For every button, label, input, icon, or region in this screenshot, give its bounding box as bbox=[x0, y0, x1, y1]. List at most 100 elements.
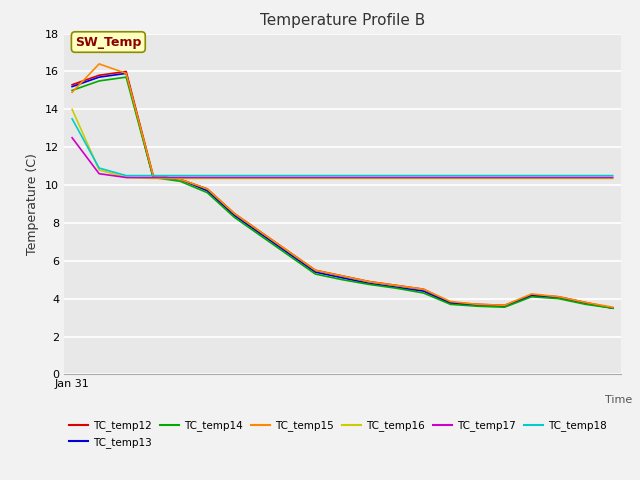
TC_temp12 bbox=[474, 301, 481, 307]
Line: TC_temp14: TC_temp14 bbox=[72, 77, 612, 308]
TC_temp14 bbox=[177, 179, 184, 184]
Legend: TC_temp12, TC_temp13, TC_temp14, TC_temp15, TC_temp16, TC_temp17, TC_temp18: TC_temp12, TC_temp13, TC_temp14, TC_temp… bbox=[69, 420, 607, 447]
TC_temp15 bbox=[582, 300, 589, 305]
TC_temp14 bbox=[528, 294, 536, 300]
TC_temp15 bbox=[365, 279, 373, 285]
TC_temp13 bbox=[555, 295, 563, 300]
TC_temp15 bbox=[285, 249, 292, 254]
TC_temp14 bbox=[500, 304, 508, 310]
TC_temp12 bbox=[285, 249, 292, 254]
TC_temp14 bbox=[149, 175, 157, 180]
TC_temp18 bbox=[285, 173, 292, 179]
TC_temp15 bbox=[230, 211, 238, 216]
TC_temp13 bbox=[365, 281, 373, 287]
TC_temp17 bbox=[339, 175, 346, 180]
TC_temp12 bbox=[95, 72, 103, 78]
TC_temp17 bbox=[149, 175, 157, 180]
TC_temp12 bbox=[122, 69, 130, 74]
TC_temp15 bbox=[500, 302, 508, 308]
TC_temp18 bbox=[149, 173, 157, 179]
TC_temp16 bbox=[392, 176, 400, 181]
TC_temp13 bbox=[447, 300, 454, 306]
TC_temp15 bbox=[204, 186, 211, 192]
Line: TC_temp13: TC_temp13 bbox=[72, 73, 612, 308]
Line: TC_temp15: TC_temp15 bbox=[72, 64, 612, 307]
TC_temp15 bbox=[528, 291, 536, 297]
TC_temp15 bbox=[420, 286, 428, 292]
TC_temp16 bbox=[339, 176, 346, 181]
TC_temp18 bbox=[339, 173, 346, 179]
TC_temp18 bbox=[95, 165, 103, 171]
Title: Temperature Profile B: Temperature Profile B bbox=[260, 13, 425, 28]
TC_temp15 bbox=[122, 71, 130, 76]
TC_temp13 bbox=[285, 251, 292, 256]
TC_temp16 bbox=[122, 175, 130, 180]
Text: SW_Temp: SW_Temp bbox=[75, 36, 141, 48]
TC_temp13 bbox=[392, 285, 400, 290]
TC_temp13 bbox=[474, 302, 481, 308]
TC_temp15 bbox=[68, 89, 76, 95]
TC_temp14 bbox=[204, 190, 211, 195]
TC_temp16 bbox=[312, 176, 319, 181]
TC_temp14 bbox=[285, 252, 292, 258]
TC_temp16 bbox=[609, 176, 616, 181]
TC_temp14 bbox=[420, 290, 428, 296]
TC_temp18 bbox=[582, 173, 589, 179]
TC_temp14 bbox=[447, 301, 454, 307]
TC_temp17 bbox=[312, 175, 319, 180]
TC_temp16 bbox=[365, 176, 373, 181]
TC_temp16 bbox=[257, 176, 265, 181]
TC_temp13 bbox=[420, 288, 428, 294]
TC_temp12 bbox=[149, 173, 157, 179]
TC_temp14 bbox=[68, 87, 76, 93]
Line: TC_temp16: TC_temp16 bbox=[72, 109, 612, 179]
TC_temp18 bbox=[500, 173, 508, 179]
TC_temp16 bbox=[528, 176, 536, 181]
TC_temp15 bbox=[339, 273, 346, 279]
TC_temp13 bbox=[312, 269, 319, 275]
TC_temp16 bbox=[95, 167, 103, 173]
TC_temp17 bbox=[528, 175, 536, 180]
TC_temp18 bbox=[392, 173, 400, 179]
TC_temp18 bbox=[474, 173, 481, 179]
Line: TC_temp17: TC_temp17 bbox=[72, 138, 612, 178]
TC_temp13 bbox=[339, 275, 346, 281]
TC_temp17 bbox=[392, 175, 400, 180]
TC_temp13 bbox=[204, 188, 211, 193]
TC_temp14 bbox=[257, 233, 265, 239]
TC_temp17 bbox=[122, 175, 130, 180]
TC_temp14 bbox=[609, 305, 616, 311]
TC_temp13 bbox=[149, 175, 157, 180]
TC_temp13 bbox=[609, 305, 616, 311]
TC_temp12 bbox=[447, 300, 454, 305]
TC_temp12 bbox=[312, 267, 319, 273]
TC_temp15 bbox=[95, 61, 103, 67]
TC_temp18 bbox=[177, 173, 184, 179]
TC_temp13 bbox=[122, 71, 130, 76]
TC_temp18 bbox=[365, 173, 373, 179]
X-axis label: Time: Time bbox=[605, 395, 632, 405]
TC_temp12 bbox=[339, 273, 346, 279]
TC_temp14 bbox=[474, 303, 481, 309]
TC_temp17 bbox=[420, 175, 428, 180]
TC_temp14 bbox=[230, 215, 238, 220]
TC_temp16 bbox=[447, 176, 454, 181]
TC_temp15 bbox=[447, 299, 454, 304]
TC_temp17 bbox=[68, 135, 76, 141]
TC_temp15 bbox=[555, 294, 563, 300]
TC_temp12 bbox=[555, 294, 563, 300]
TC_temp14 bbox=[95, 78, 103, 84]
TC_temp18 bbox=[68, 116, 76, 121]
TC_temp17 bbox=[257, 175, 265, 180]
TC_temp16 bbox=[420, 176, 428, 181]
TC_temp18 bbox=[257, 173, 265, 179]
TC_temp12 bbox=[204, 186, 211, 192]
TC_temp18 bbox=[122, 173, 130, 179]
TC_temp17 bbox=[204, 175, 211, 180]
TC_temp18 bbox=[230, 173, 238, 179]
TC_temp13 bbox=[582, 300, 589, 306]
TC_temp12 bbox=[68, 82, 76, 87]
TC_temp17 bbox=[285, 175, 292, 180]
TC_temp15 bbox=[149, 173, 157, 179]
TC_temp16 bbox=[177, 176, 184, 181]
